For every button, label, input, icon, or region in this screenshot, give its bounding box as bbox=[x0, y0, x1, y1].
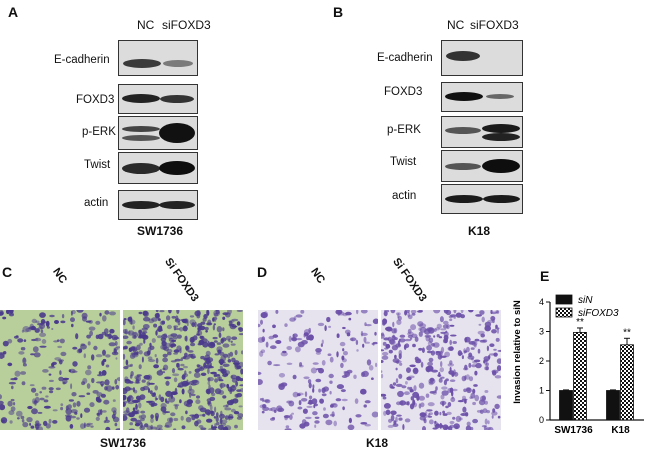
y-tick-label: 0 bbox=[539, 415, 544, 425]
panel-a-blot-actin bbox=[118, 190, 198, 220]
panel-a-blot-foxd3 bbox=[118, 84, 198, 114]
panel-b-label-foxd3: FOXD3 bbox=[384, 86, 423, 98]
panel-a-blot-ecadherin bbox=[118, 40, 198, 76]
y-tick-label: 4 bbox=[539, 297, 544, 307]
panel-c-cell-line: SW1736 bbox=[100, 436, 147, 450]
panel-c-letter: C bbox=[2, 264, 13, 280]
legend-label-siN: siN bbox=[578, 295, 593, 306]
panel-c-label-sifoxd3: Si FOXD3 bbox=[162, 256, 201, 304]
panel-a-label-foxd3: FOXD3 bbox=[76, 94, 115, 106]
panel-d-label-nc: NC bbox=[308, 266, 328, 286]
significance-marker: ** bbox=[623, 327, 631, 338]
y-tick-label: 3 bbox=[539, 327, 544, 337]
panel-a-blot-perk bbox=[118, 116, 198, 150]
panel-b-cell-line: K18 bbox=[468, 224, 491, 238]
invasion-bar-chart: Invasion relative to siN 0 1 2 3 4 ** SW1736 **… bbox=[512, 294, 644, 436]
legend-label-siFOXD3: siFOXD3 bbox=[578, 308, 619, 319]
panel-b-label-twist: Twist bbox=[390, 156, 417, 168]
panel-a-blot-twist bbox=[118, 152, 198, 184]
panel-a-label-perk: p-ERK bbox=[82, 126, 116, 138]
panel-b-blot-twist bbox=[441, 150, 523, 182]
panel-a-letter: A bbox=[8, 4, 19, 20]
category-label: K18 bbox=[611, 425, 630, 436]
panel-b-letter: B bbox=[333, 4, 344, 20]
panel-b-lane-nc: NC bbox=[447, 18, 465, 32]
panel-b-blot-perk bbox=[441, 116, 523, 148]
panel-b-lane-sifoxd3: siFOXD3 bbox=[470, 18, 519, 32]
panel-d-label-sifoxd3: Si FOXD3 bbox=[390, 256, 429, 304]
panel-a-label-twist: Twist bbox=[84, 159, 111, 171]
panel-a-label-ecadherin: E-cadherin bbox=[54, 54, 110, 66]
panel-b-blot-actin bbox=[441, 184, 523, 214]
panel-a-lane-nc: NC bbox=[137, 18, 155, 32]
bar-siFOXD3-SW1736 bbox=[573, 331, 587, 421]
panel-b-label-ecadherin: E-cadherin bbox=[377, 52, 433, 64]
panel-a-lane-sifoxd3: siFOXD3 bbox=[162, 18, 211, 32]
significance-marker: ** bbox=[576, 317, 584, 328]
category-label: SW1736 bbox=[554, 425, 593, 436]
panel-d-image-nc bbox=[258, 310, 378, 430]
panel-c-image-nc bbox=[0, 310, 120, 430]
legend-swatch-siN bbox=[555, 294, 573, 305]
bar-siN-K18 bbox=[606, 390, 620, 421]
panel-b-label-perk: p-ERK bbox=[387, 124, 421, 136]
bar-siN-SW1736 bbox=[559, 390, 573, 421]
panel-b-blot-foxd3 bbox=[441, 82, 523, 112]
panel-c-label-nc: NC bbox=[50, 266, 70, 286]
panel-a-label-actin: actin bbox=[84, 197, 109, 209]
panel-d-image-sifoxd3 bbox=[381, 310, 501, 430]
y-tick-label: 2 bbox=[539, 356, 544, 366]
legend-swatch-siFOXD3 bbox=[555, 307, 573, 318]
y-tick-label: 1 bbox=[539, 386, 544, 396]
bar-siFOXD3-K18 bbox=[620, 344, 634, 421]
panel-d-letter: D bbox=[257, 264, 268, 280]
panel-c-image-sifoxd3 bbox=[123, 310, 243, 430]
panel-b-label-actin: actin bbox=[392, 190, 417, 202]
y-axis-label: Invasion relative to siN bbox=[512, 300, 523, 404]
panel-d-cell-line: K18 bbox=[366, 436, 389, 450]
panel-e-letter: E bbox=[540, 268, 550, 284]
panel-b-blot-ecadherin bbox=[441, 40, 523, 76]
panel-a-cell-line: SW1736 bbox=[137, 224, 184, 238]
